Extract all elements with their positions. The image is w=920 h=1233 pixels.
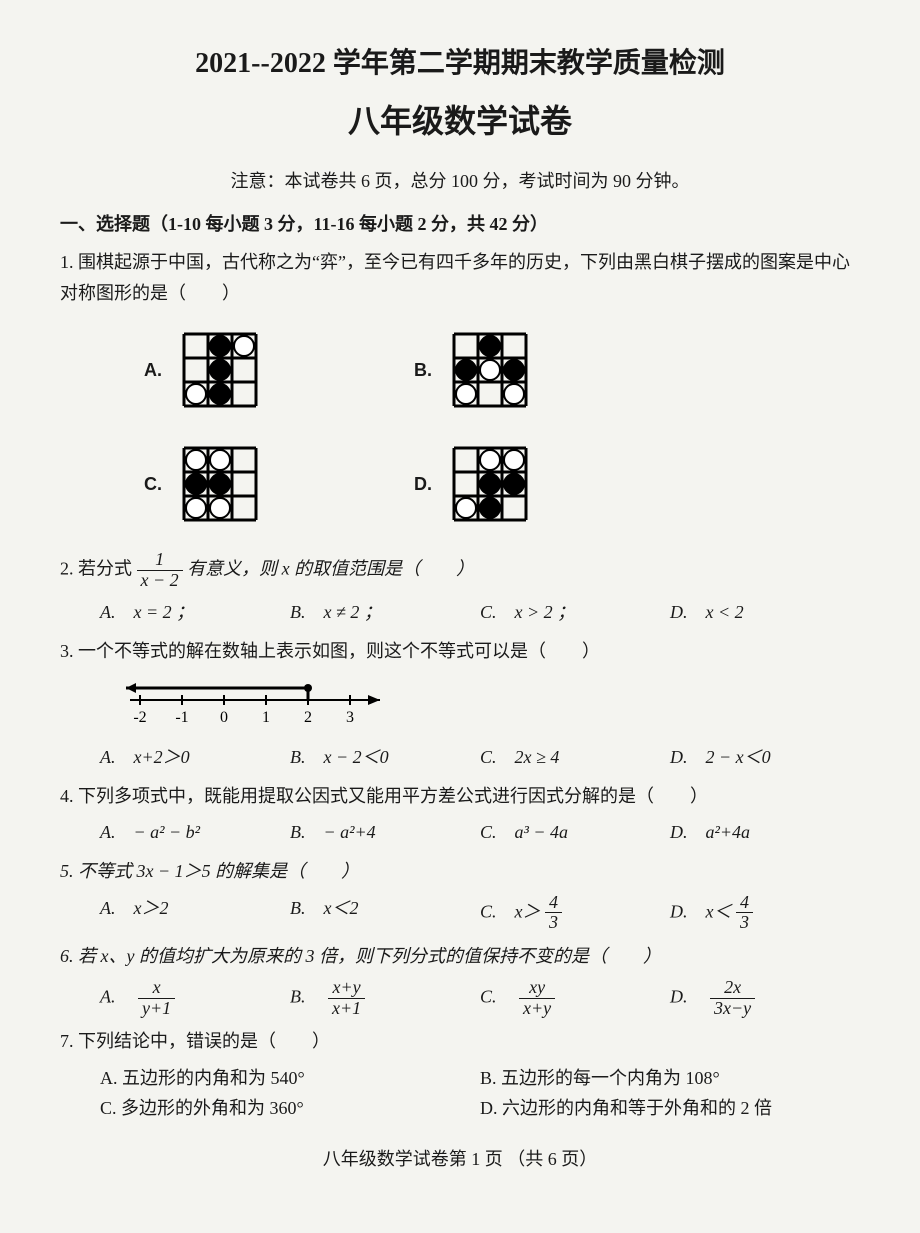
q2-fraction: 1 x − 2 [137,550,183,591]
q5-D-pre: D. x＜ [670,901,732,921]
q5-opt-D: D. x＜ 43 [670,893,860,934]
q6-opt-C: C. xyx+y [480,978,670,1019]
q4-opt-C: C. a³ − 4a [480,817,670,848]
svg-text:3: 3 [346,709,354,726]
q5-C-num: 4 [545,893,562,914]
q1-label-C: C. [90,469,170,500]
q6-B-pre: B. [290,986,324,1006]
q6-options: A. xy+1 B. x+yx+1 C. xyx+y D. 2x3x−y [60,978,860,1019]
question-2: 2. 若分式 1 x − 2 有意义，则 x 的取值范围是（ ） A. x = … [60,550,860,627]
q7-opt-C: C. 多边形的外角和为 360° [100,1093,480,1124]
q6-A-pre: A. [100,986,134,1006]
q6-D-num: 2x [710,978,755,999]
q6-stem: 6. 若 x、y 的值均扩大为原来的 3 倍，则下列分式的值保持不变的是（ ） [60,946,661,966]
q2-frac-den: x − 2 [137,571,183,591]
q1-board-A [170,320,340,420]
q3-options: A. x+2＞0 B. x − 2＜0 C. 2x ≥ 4 D. 2 − x＜0 [60,742,860,773]
q3-opt-D: D. 2 − x＜0 [670,742,860,773]
q2-options: A. x = 2 ； B. x ≠ 2 ； C. x > 2 ； D. x < … [60,597,860,628]
q3-number-line: -2 -1 0 1 2 3 [120,676,860,732]
q6-B-num: x+y [328,978,365,999]
question-3: 3. 一个不等式的解在数轴上表示如图，则这个不等式可以是（ ） -2 -1 0 1 2 3… [60,636,860,773]
q4-options: A. − a² − b² B. − a²+4 C. a³ − 4a D. a²+… [60,817,860,848]
q7-opt-A: A. 五边形的内角和为 540° [100,1063,480,1094]
q4-opt-A: A. − a² − b² [100,817,290,848]
page-footer: 八年级数学试卷第 1 页 （共 6 页） [60,1144,860,1175]
q5-opt-C: C. x＞ 43 [480,893,670,934]
q6-B-den: x+1 [328,999,365,1019]
q4-stem: 4. 下列多项式中，既能用提取公因式又能用平方差公式进行因式分解的是（ ） [60,786,708,806]
q6-C-pre: C. [480,986,515,1006]
q7-options: A. 五边形的内角和为 540° B. 五边形的每一个内角为 108° C. 多… [60,1063,860,1124]
svg-text:-2: -2 [133,709,146,726]
q6-A-den: y+1 [138,999,175,1019]
q1-label-D: D. [340,469,440,500]
q6-opt-D: D. 2x3x−y [670,978,860,1019]
q2-stem-post: 有意义，则 x 的取值范围是（ ） [187,559,474,579]
q6-D-pre: D. [670,986,706,1006]
q4-opt-D: D. a²+4a [670,817,860,848]
svg-text:-1: -1 [175,709,188,726]
question-6: 6. 若 x、y 的值均扩大为原来的 3 倍，则下列分式的值保持不变的是（ ） … [60,941,860,1018]
q2-opt-B: B. x ≠ 2 ； [290,597,480,628]
svg-text:0: 0 [220,709,228,726]
q1-stem: 1. 围棋起源于中国，古代称之为“弈”，至今已有四千多年的历史，下列由黑白棋子摆… [60,252,850,303]
q6-D-den: 3x−y [710,999,755,1019]
question-4: 4. 下列多项式中，既能用提取公因式又能用平方差公式进行因式分解的是（ ） A.… [60,781,860,848]
q7-opt-D: D. 六边形的内角和等于外角和的 2 倍 [480,1093,860,1124]
q5-opt-A: A. x＞2 [100,893,290,934]
q5-C-den: 3 [545,913,562,933]
q1-label-B: B. [340,355,440,386]
q2-stem-pre: 2. 若分式 [60,559,137,579]
q6-opt-B: B. x+yx+1 [290,978,480,1019]
q3-opt-A: A. x+2＞0 [100,742,290,773]
q3-opt-B: B. x − 2＜0 [290,742,480,773]
question-5: 5. 不等式 3x − 1＞5 的解集是（ ） A. x＞2 B. x＜2 C.… [60,856,860,933]
q6-C-num: xy [519,978,555,999]
question-1: 1. 围棋起源于中国，古代称之为“弈”，至今已有四千多年的历史，下列由黑白棋子摆… [60,247,860,534]
q5-stem: 5. 不等式 3x − 1＞5 的解集是（ ） [60,861,359,881]
exam-title-line1: 2021--2022 学年第二学期期末教学质量检测 [60,40,860,88]
q2-opt-D: D. x < 2 [670,597,860,628]
q2-opt-A: A. x = 2 ； [100,597,290,628]
q1-board-C [170,434,340,534]
q5-D-num: 4 [736,893,753,914]
q5-options: A. x＞2 B. x＜2 C. x＞ 43 D. x＜ 43 [60,893,860,934]
q7-opt-B: B. 五边形的每一个内角为 108° [480,1063,860,1094]
q4-opt-B: B. − a²+4 [290,817,480,848]
section-1-heading: 一、选择题（1-10 每小题 3 分，11-16 每小题 2 分，共 42 分） [60,209,860,240]
q6-A-num: x [138,978,175,999]
q3-opt-C: C. 2x ≥ 4 [480,742,670,773]
exam-title-line2: 八年级数学试卷 [60,94,860,148]
question-7: 7. 下列结论中，错误的是（ ） A. 五边形的内角和为 540° B. 五边形… [60,1026,860,1124]
svg-text:2: 2 [304,709,312,726]
q1-board-D [440,434,610,534]
q1-label-A: A. [90,355,170,386]
q2-opt-C: C. x > 2 ； [480,597,670,628]
exam-notice: 注意：本试卷共 6 页，总分 100 分，考试时间为 90 分钟。 [60,166,860,197]
q2-frac-num: 1 [137,550,183,571]
q5-D-den: 3 [736,913,753,933]
q5-opt-B: B. x＜2 [290,893,480,934]
q6-opt-A: A. xy+1 [100,978,290,1019]
q3-stem: 3. 一个不等式的解在数轴上表示如图，则这个不等式可以是（ ） [60,641,600,661]
q1-board-B [440,320,610,420]
q6-C-den: x+y [519,999,555,1019]
q5-C-pre: C. x＞ [480,901,541,921]
q7-stem: 7. 下列结论中，错误的是（ ） [60,1031,330,1051]
q1-options-grid: A. B. C. D. [60,320,860,534]
svg-text:1: 1 [262,709,270,726]
